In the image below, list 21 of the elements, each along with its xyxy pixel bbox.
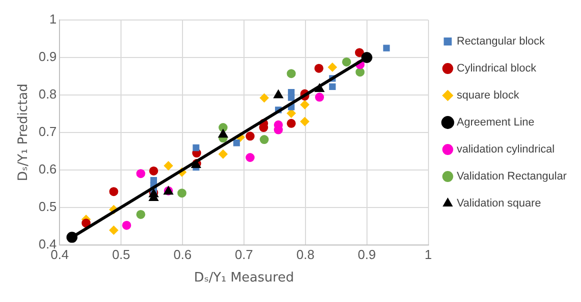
x-tick-label: 0.5 — [112, 247, 130, 262]
legend-label: Validation Rectangular — [456, 170, 567, 183]
x-tick-label: 1 — [424, 247, 432, 262]
x-tick-label: 0.9 — [358, 247, 376, 262]
y-tick-label: 0.7 — [38, 124, 57, 139]
legend-label: Cylindrical block — [456, 62, 537, 75]
y-tick-label: 0.6 — [38, 161, 57, 176]
x-tick-label: 0.8 — [296, 247, 314, 262]
legend-label: Agreement Line — [456, 116, 534, 129]
x-axis-title: Dₛ/Y₁ Measured — [194, 270, 294, 286]
legend-label: validation cylindrical — [456, 144, 555, 156]
y-tick-label: 0.8 — [38, 86, 57, 102]
y-tick-label: 0.5 — [38, 198, 57, 214]
legend-label: square block — [456, 90, 520, 102]
y-tick-label: 0.9 — [38, 49, 57, 64]
x-tick-label: 0.6 — [173, 247, 192, 262]
x-tick-label: 0.7 — [234, 247, 253, 262]
y-axis-title: Dₛ/Y₁ Predictad — [16, 84, 32, 182]
legend-label: Rectangular block — [456, 36, 546, 48]
legend-label: Validation square — [456, 198, 541, 210]
y-tick-label: 1 — [49, 12, 57, 27]
